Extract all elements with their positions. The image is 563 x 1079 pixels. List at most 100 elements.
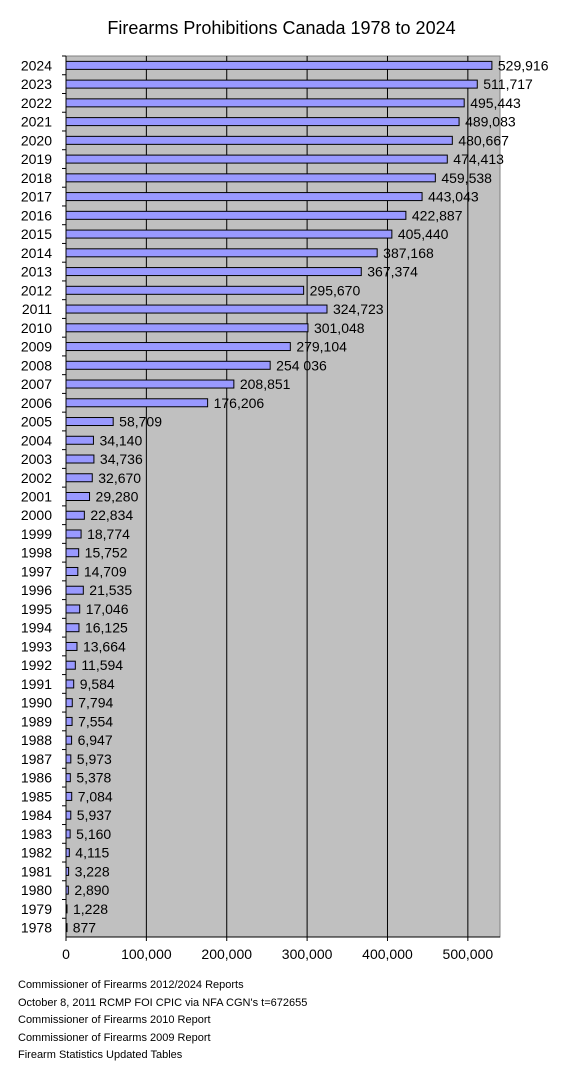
bar-2022: [65, 98, 465, 108]
bar-2009: [65, 342, 291, 352]
value-label: 34,736: [100, 451, 143, 467]
x-tick-label: 100,000: [121, 946, 172, 962]
bar-2003: [65, 454, 95, 464]
category-label: 1989: [21, 713, 52, 729]
source-notes: Commissioner of Firearms 2012/2024 Repor…: [18, 977, 307, 1065]
value-label: 34,140: [99, 432, 142, 448]
category-label: 2019: [21, 151, 52, 167]
source-note: Commissioner of Firearms 2009 Report: [18, 1031, 211, 1044]
bar-1980: [65, 885, 69, 895]
value-label: 7,794: [78, 695, 113, 711]
value-label: 11,594: [81, 657, 123, 673]
category-label: 1992: [21, 657, 52, 673]
category-label: 2004: [21, 432, 52, 448]
bar-1995: [65, 604, 81, 614]
bar-2020: [65, 135, 453, 145]
value-label: 422,887: [412, 207, 463, 223]
bar-1990: [65, 698, 73, 708]
category-label: 2005: [21, 414, 52, 430]
category-label: 1988: [21, 732, 52, 748]
value-label: 32,670: [98, 470, 141, 486]
value-label: 5,937: [77, 807, 112, 823]
bar-1989: [65, 716, 73, 726]
category-label: 2013: [21, 264, 52, 280]
category-label: 1997: [21, 563, 52, 579]
x-tick-label: 400,000: [362, 946, 413, 962]
bar-2011: [65, 304, 328, 314]
value-label: 29,280: [96, 489, 139, 505]
bar-2014: [65, 248, 378, 258]
bar-2017: [65, 192, 423, 202]
bar-1979: [65, 904, 68, 914]
value-label: 459,538: [441, 170, 492, 186]
category-label: 1978: [21, 920, 52, 936]
bar-1986: [65, 773, 71, 783]
value-label: 387,168: [383, 245, 434, 261]
category-label: 2016: [21, 207, 52, 223]
value-label: 14,709: [84, 563, 127, 579]
value-label: 480,667: [458, 132, 509, 148]
value-label: 405,440: [398, 226, 449, 242]
value-label: 18,774: [87, 526, 130, 542]
x-tick-label: 200,000: [201, 946, 252, 962]
bar-1993: [65, 641, 78, 651]
value-label: 443,043: [428, 189, 479, 205]
value-label: 9,584: [80, 676, 115, 692]
bar-2012: [65, 285, 305, 295]
category-label: 2011: [22, 301, 52, 317]
category-label: 2012: [21, 282, 52, 298]
category-label: 2014: [21, 245, 52, 261]
value-label: 295,670: [310, 282, 361, 298]
category-label: 1994: [21, 620, 52, 636]
value-label: 7,084: [78, 788, 113, 804]
bar-chart: 0 100,000 200,000 300,000 400,000 500,000 2024…: [21, 55, 549, 962]
bar-2018: [65, 173, 436, 183]
bar-2013: [65, 267, 362, 277]
category-label: 1986: [21, 770, 52, 786]
value-label: 5,973: [77, 751, 112, 767]
source-note: Commissioner of Firearms 2010 Report: [18, 1014, 211, 1026]
chart-title: Firearms Prohibitions Canada 1978 to 202…: [107, 18, 456, 38]
plot-area: [65, 55, 501, 938]
value-label: 6,947: [78, 732, 113, 748]
value-label: 4,115: [75, 845, 109, 861]
value-label: 208,851: [240, 376, 291, 392]
bar-1985: [65, 791, 73, 801]
category-label: 1980: [21, 882, 52, 898]
bar-1982: [65, 848, 70, 858]
bar-1984: [65, 810, 72, 820]
bar-2001: [65, 492, 91, 501]
bar-2006: [65, 398, 209, 408]
x-tick-label: 300,000: [282, 946, 333, 962]
value-label: 511,717: [483, 76, 533, 92]
bar-1988: [65, 735, 73, 745]
category-label: 2021: [21, 114, 52, 130]
bar-1981: [65, 866, 70, 876]
category-label: 1983: [21, 826, 52, 842]
value-label: 17,046: [86, 601, 129, 617]
category-label: 1979: [21, 901, 52, 917]
category-label: 2007: [21, 376, 52, 392]
category-label: 2006: [21, 395, 52, 411]
bar-2010: [65, 323, 309, 333]
category-label: 2018: [21, 170, 52, 186]
value-label: 279,104: [296, 339, 347, 355]
value-label: 495,443: [470, 95, 521, 111]
value-label: 176,206: [214, 395, 265, 411]
bar-1994: [65, 623, 80, 633]
category-label: 1990: [21, 695, 52, 711]
value-label: 2,890: [74, 882, 109, 898]
category-label: 2009: [21, 339, 52, 355]
category-label: 2017: [21, 189, 52, 205]
value-label: 367,374: [367, 264, 418, 280]
category-label: 1981: [21, 863, 52, 879]
category-label: 1995: [21, 601, 52, 617]
value-label: 474,413: [453, 151, 504, 167]
category-label: 2022: [21, 95, 52, 111]
category-label: 2008: [21, 357, 52, 373]
value-label: 7,554: [78, 713, 113, 729]
category-label: 2000: [21, 507, 52, 523]
bar-1998: [65, 548, 80, 558]
value-label: 13,664: [83, 638, 126, 654]
bar-2002: [65, 473, 93, 483]
